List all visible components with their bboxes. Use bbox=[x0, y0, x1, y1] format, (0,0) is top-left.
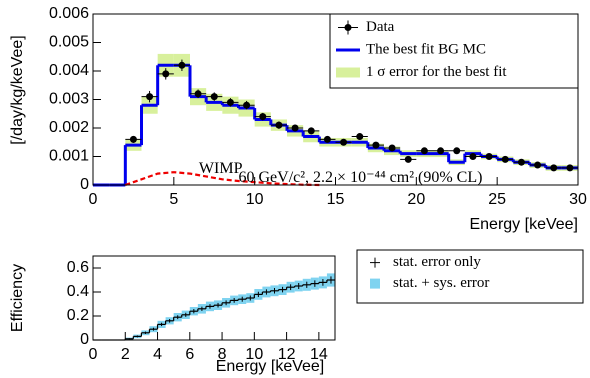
x-tick-label: 10 bbox=[246, 191, 264, 208]
data-point bbox=[453, 147, 461, 155]
y-tick-label: 0.2 bbox=[67, 307, 89, 324]
data-point bbox=[404, 155, 412, 163]
x-tick-label: 14 bbox=[310, 346, 328, 363]
data-point bbox=[420, 147, 428, 155]
legend-label: The best fit BG MC bbox=[366, 41, 486, 57]
y-tick-label: 0.006 bbox=[49, 5, 89, 22]
data-point bbox=[275, 121, 283, 129]
data-point bbox=[501, 155, 509, 163]
data-point bbox=[566, 164, 574, 172]
legend-marker bbox=[344, 24, 352, 31]
data-point bbox=[259, 113, 267, 121]
y-tick-label: 0.002 bbox=[49, 119, 89, 136]
legend-label: 1 σ error for the best fit bbox=[366, 64, 507, 80]
x-tick-label: 0 bbox=[89, 191, 98, 208]
data-point bbox=[291, 124, 299, 132]
data-point bbox=[178, 61, 186, 69]
data-point bbox=[469, 153, 477, 160]
data-point bbox=[194, 90, 202, 98]
data-point bbox=[437, 147, 445, 155]
data-point bbox=[210, 93, 218, 101]
legend: Data The best fit BG MC 1 σ error for the … bbox=[329, 13, 579, 89]
data-point bbox=[517, 158, 525, 166]
data-point bbox=[243, 101, 251, 109]
x-axis-label: Energy [keVee] bbox=[216, 358, 325, 375]
y-axis-label: [/day/kg/keVee] bbox=[9, 35, 26, 144]
annotation: 60 GeV/c², 2.2 × 10⁻⁴⁴ cm² (90% CL) bbox=[239, 169, 483, 186]
data-point bbox=[340, 138, 348, 146]
legend-marker bbox=[336, 67, 360, 78]
plot-frame bbox=[92, 255, 336, 341]
data-point bbox=[550, 164, 558, 172]
x-tick-label: 8 bbox=[218, 346, 227, 363]
data-point bbox=[162, 70, 170, 78]
legend-box bbox=[329, 13, 579, 89]
y-tick-label: 0.4 bbox=[67, 283, 89, 300]
y-tick-label: 0.001 bbox=[49, 148, 89, 165]
legend-marker bbox=[370, 278, 380, 289]
y-tick-label: 0 bbox=[80, 176, 89, 193]
y-tick-label: 0.6 bbox=[67, 259, 89, 276]
y-tick-label: 0 bbox=[80, 331, 89, 348]
x-tick-label: 6 bbox=[185, 346, 194, 363]
data-point bbox=[356, 133, 364, 141]
x-tick-label: 30 bbox=[569, 191, 587, 208]
legend: stat. error only stat. + sys. error bbox=[356, 249, 584, 304]
legend-label: Data bbox=[366, 19, 395, 35]
x-axis-label: Energy [keVee] bbox=[469, 216, 578, 233]
data-point bbox=[307, 127, 315, 135]
x-tick-label: 25 bbox=[488, 191, 506, 208]
data-point bbox=[323, 135, 331, 143]
data-point bbox=[372, 141, 380, 149]
signal-curve bbox=[124, 171, 320, 187]
legend-label: stat. + sys. error bbox=[393, 275, 489, 291]
x-tick-label: 10 bbox=[245, 346, 263, 363]
x-tick-label: 0 bbox=[89, 346, 98, 363]
plot bbox=[93, 273, 335, 341]
x-tick-label: 12 bbox=[278, 346, 296, 363]
data-point bbox=[146, 93, 154, 101]
data-point bbox=[388, 144, 396, 152]
y-tick-label: 0.003 bbox=[49, 91, 89, 108]
data-point bbox=[129, 135, 137, 143]
y-tick-label: 0.005 bbox=[49, 34, 89, 51]
data-point bbox=[226, 98, 234, 106]
annotation: WIMP bbox=[199, 160, 243, 177]
legend-label: stat. error only bbox=[393, 254, 481, 270]
x-tick-label: 5 bbox=[169, 191, 178, 208]
x-tick-label: 4 bbox=[153, 346, 162, 363]
legend-box bbox=[356, 249, 584, 304]
data-point bbox=[485, 153, 493, 160]
x-tick-label: 20 bbox=[407, 191, 425, 208]
x-tick-label: 15 bbox=[327, 191, 345, 208]
x-tick-label: 2 bbox=[121, 346, 130, 363]
y-tick-label: 0.004 bbox=[49, 62, 89, 79]
data-point bbox=[534, 161, 542, 169]
y-axis-label: Efficiency bbox=[9, 264, 26, 332]
